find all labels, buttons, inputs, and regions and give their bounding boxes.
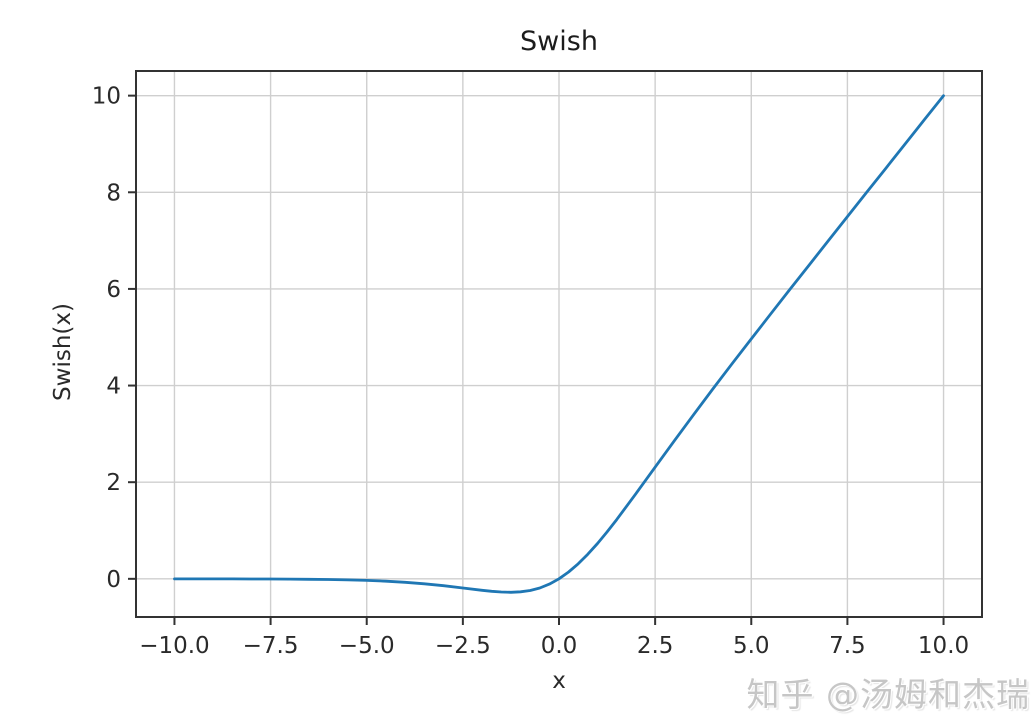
chart-title: Swish	[520, 26, 598, 57]
x-tick-label: −2.5	[435, 633, 491, 659]
y-axis-label-text: Swish(x)	[50, 303, 76, 401]
x-axis-label: x	[552, 668, 566, 694]
y-tick-label: 4	[106, 374, 121, 400]
swish-curve	[173, 94, 945, 594]
y-tick-label: 8	[106, 180, 121, 206]
x-tick-label: 0.0	[541, 633, 578, 659]
y-tick-label: 0	[106, 567, 121, 593]
x-tick-label: 10.0	[918, 633, 969, 659]
x-tick-label: −5.0	[339, 633, 395, 659]
x-tick-label: −10.0	[139, 633, 209, 659]
x-tick-label: 7.5	[829, 633, 866, 659]
x-tick-label: −7.5	[243, 633, 299, 659]
x-tick-label: 2.5	[637, 633, 674, 659]
y-tick-label: 6	[106, 277, 121, 303]
y-tick-label: 2	[106, 470, 121, 496]
watermark-text: 知乎 @汤姆和杰瑞	[746, 675, 1030, 714]
x-tick-label: 5.0	[733, 633, 770, 659]
y-tick-label: 10	[92, 84, 121, 110]
